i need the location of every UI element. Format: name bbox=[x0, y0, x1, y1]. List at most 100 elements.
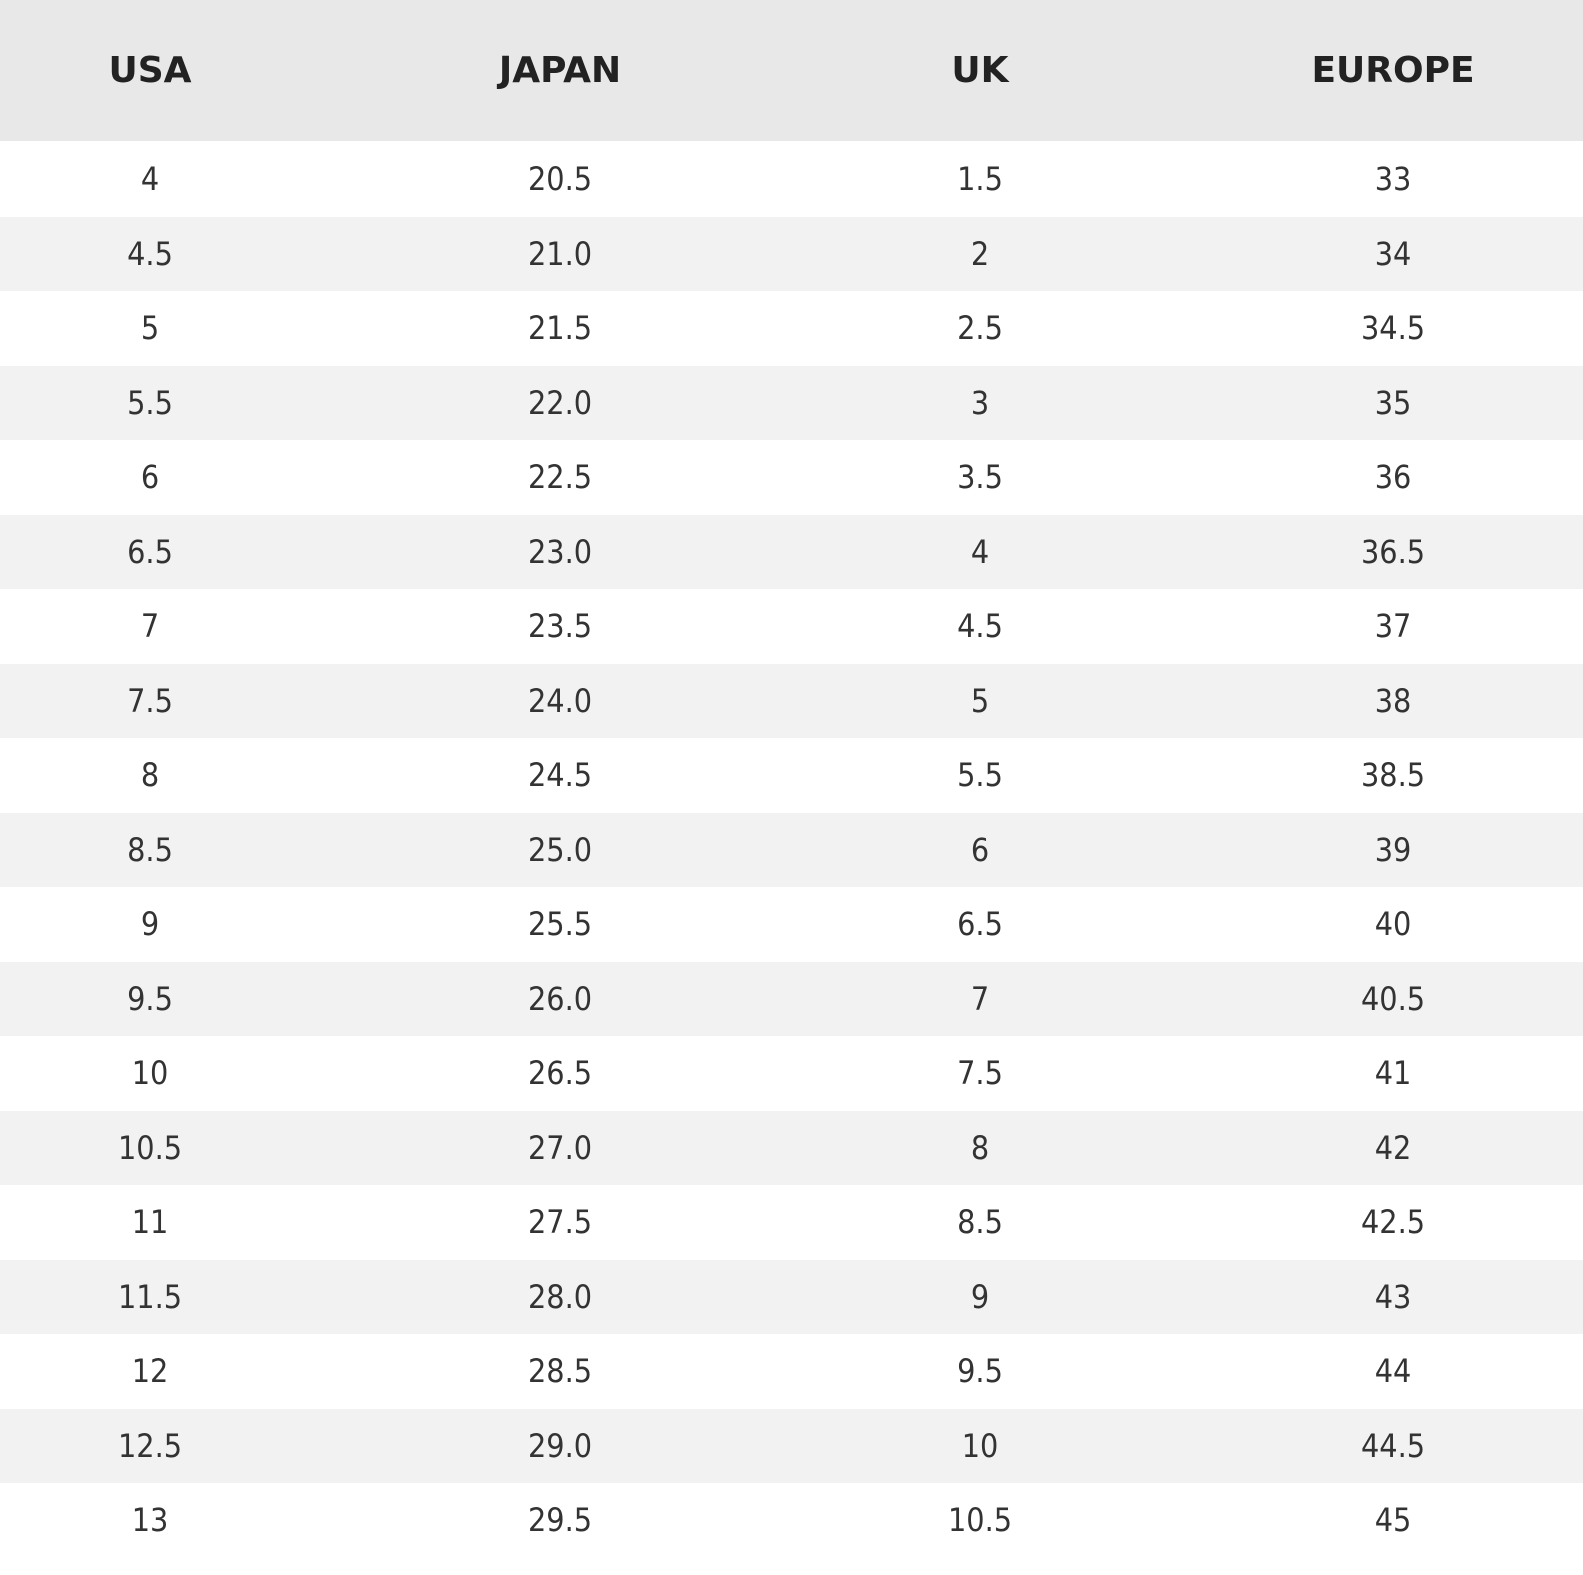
cell: 6.5 bbox=[127, 532, 173, 571]
cell: 21.0 bbox=[527, 234, 593, 273]
cell: 42.5 bbox=[1360, 1203, 1426, 1242]
cell: 41 bbox=[1374, 1054, 1412, 1093]
cell: 23.5 bbox=[527, 607, 593, 646]
cell: 25.5 bbox=[527, 905, 593, 944]
table-row: 4 20.5 1.5 33 bbox=[0, 142, 1583, 217]
cell: 28.0 bbox=[527, 1277, 593, 1316]
cell: 38.5 bbox=[1360, 756, 1426, 795]
table-row: 5 21.5 2.5 34.5 bbox=[0, 291, 1583, 366]
cell: 9 bbox=[140, 905, 160, 944]
cell: 7.5 bbox=[957, 1054, 1003, 1093]
cell: 8.5 bbox=[957, 1203, 1003, 1242]
cell: 35 bbox=[1374, 383, 1412, 422]
cell: 9.5 bbox=[957, 1352, 1003, 1391]
cell: 22.5 bbox=[527, 458, 593, 497]
cell: 5 bbox=[140, 309, 160, 348]
cell: 3.5 bbox=[957, 458, 1003, 497]
cell: 36 bbox=[1374, 458, 1412, 497]
cell: 43 bbox=[1374, 1277, 1412, 1316]
column-header: UK bbox=[951, 50, 1009, 91]
cell: 12 bbox=[131, 1352, 169, 1391]
header-row: USA JAPAN UK EUROPE bbox=[0, 0, 1583, 141]
cell: 40.5 bbox=[1360, 979, 1426, 1018]
table-row: 9.5 26.0 7 40.5 bbox=[0, 961, 1583, 1036]
cell: 23.0 bbox=[527, 532, 593, 571]
cell: 2.5 bbox=[957, 309, 1003, 348]
cell: 22.0 bbox=[527, 383, 593, 422]
cell: 27.5 bbox=[527, 1203, 593, 1242]
cell: 9.5 bbox=[127, 979, 173, 1018]
cell: 6 bbox=[140, 458, 160, 497]
cell: 12.5 bbox=[117, 1426, 183, 1465]
cell: 4.5 bbox=[957, 607, 1003, 646]
cell: 10.5 bbox=[947, 1501, 1013, 1540]
cell: 26.0 bbox=[527, 979, 593, 1018]
cell: 38 bbox=[1374, 681, 1412, 720]
table-row: 9 25.5 6.5 40 bbox=[0, 887, 1583, 962]
cell: 2 bbox=[970, 234, 990, 273]
column-header: EUROPE bbox=[1311, 50, 1475, 91]
cell: 7.5 bbox=[127, 681, 173, 720]
table-row: 8 24.5 5.5 38.5 bbox=[0, 738, 1583, 813]
cell: 44 bbox=[1374, 1352, 1412, 1391]
table-row: 7.5 24.0 5 38 bbox=[0, 663, 1583, 738]
cell: 7 bbox=[140, 607, 160, 646]
cell: 11.5 bbox=[117, 1277, 183, 1316]
table-row: 11 27.5 8.5 42.5 bbox=[0, 1185, 1583, 1260]
cell: 24.0 bbox=[527, 681, 593, 720]
cell: 26.5 bbox=[527, 1054, 593, 1093]
table-row: 13 29.5 10.5 45 bbox=[0, 1483, 1583, 1558]
table-row: 7 23.5 4.5 37 bbox=[0, 589, 1583, 664]
column-header: USA bbox=[108, 50, 192, 91]
table-row: 10 26.5 7.5 41 bbox=[0, 1036, 1583, 1111]
cell: 45 bbox=[1374, 1501, 1412, 1540]
cell: 29.0 bbox=[527, 1426, 593, 1465]
cell: 8.5 bbox=[127, 830, 173, 869]
cell: 1.5 bbox=[957, 160, 1003, 199]
table-row: 5.5 22.0 3 35 bbox=[0, 365, 1583, 440]
cell: 13 bbox=[131, 1501, 169, 1540]
cell: 6.5 bbox=[957, 905, 1003, 944]
cell: 25.0 bbox=[527, 830, 593, 869]
cell: 44.5 bbox=[1360, 1426, 1426, 1465]
cell: 5.5 bbox=[957, 756, 1003, 795]
cell: 4 bbox=[970, 532, 990, 571]
cell: 34.5 bbox=[1360, 309, 1426, 348]
table-row: 6 22.5 3.5 36 bbox=[0, 440, 1583, 515]
cell: 29.5 bbox=[527, 1501, 593, 1540]
cell: 21.5 bbox=[527, 309, 593, 348]
cell: 33 bbox=[1374, 160, 1412, 199]
table-row: 12.5 29.0 10 44.5 bbox=[0, 1408, 1583, 1483]
table-row: 6.5 23.0 4 36.5 bbox=[0, 514, 1583, 589]
table-row: 12 28.5 9.5 44 bbox=[0, 1334, 1583, 1409]
cell: 20.5 bbox=[527, 160, 593, 199]
cell: 36.5 bbox=[1360, 532, 1426, 571]
cell: 10 bbox=[131, 1054, 169, 1093]
cell: 8 bbox=[140, 756, 160, 795]
cell: 37 bbox=[1374, 607, 1412, 646]
table-row: 11.5 28.0 9 43 bbox=[0, 1259, 1583, 1334]
cell: 5.5 bbox=[127, 383, 173, 422]
cell: 8 bbox=[970, 1128, 990, 1167]
cell: 6 bbox=[970, 830, 990, 869]
cell: 7 bbox=[970, 979, 990, 1018]
cell: 24.5 bbox=[527, 756, 593, 795]
cell: 34 bbox=[1374, 234, 1412, 273]
cell: 42 bbox=[1374, 1128, 1412, 1167]
cell: 5 bbox=[970, 681, 990, 720]
table-row: 10.5 27.0 8 42 bbox=[0, 1110, 1583, 1185]
cell: 4 bbox=[140, 160, 160, 199]
cell: 27.0 bbox=[527, 1128, 593, 1167]
cell: 10.5 bbox=[117, 1128, 183, 1167]
cell: 11 bbox=[131, 1203, 169, 1242]
table-row: 4.5 21.0 2 34 bbox=[0, 216, 1583, 291]
cell: 9 bbox=[970, 1277, 990, 1316]
table-row: 8.5 25.0 6 39 bbox=[0, 812, 1583, 887]
cell: 4.5 bbox=[127, 234, 173, 273]
column-header: JAPAN bbox=[498, 50, 622, 91]
cell: 28.5 bbox=[527, 1352, 593, 1391]
cell: 39 bbox=[1374, 830, 1412, 869]
cell: 10 bbox=[961, 1426, 999, 1465]
cell: 40 bbox=[1374, 905, 1412, 944]
